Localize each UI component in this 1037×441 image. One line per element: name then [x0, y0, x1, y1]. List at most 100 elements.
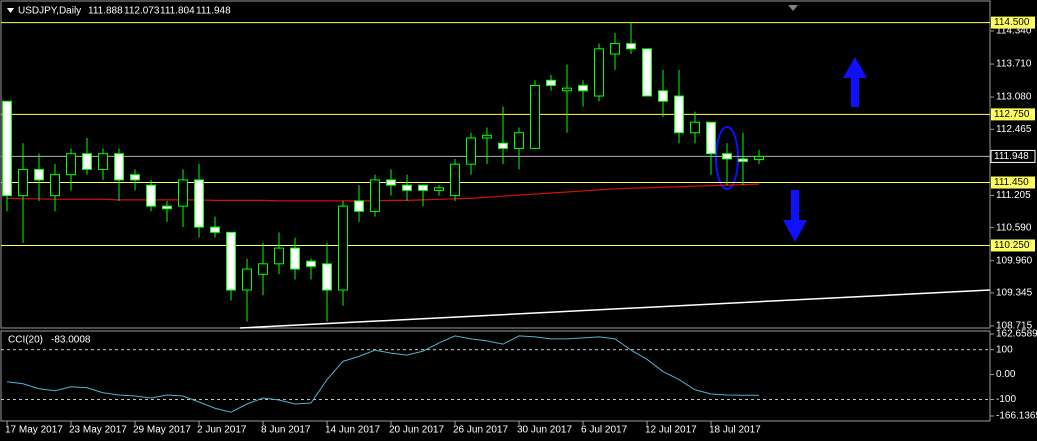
- candle-body: [210, 226, 220, 233]
- level-label-box: [991, 108, 1035, 121]
- candle-body: [66, 153, 76, 176]
- candle-body: [114, 153, 124, 181]
- highlight-ellipse: [715, 126, 739, 190]
- candle-body: [226, 231, 236, 291]
- cci-value: -83.0008: [51, 335, 91, 346]
- level-label: 112.750: [994, 109, 1030, 120]
- candle-body: [722, 153, 732, 160]
- candle-body: [354, 200, 364, 212]
- candle-body: [386, 179, 396, 186]
- x-tick-label: 17 May 2017: [5, 425, 63, 436]
- candle-body: [450, 163, 460, 197]
- candle-body: [706, 121, 716, 155]
- candle-body: [466, 137, 476, 165]
- candle-body: [754, 155, 764, 161]
- cci-line: [6, 335, 759, 413]
- header-open: 111.888: [88, 6, 123, 17]
- candle-body: [178, 179, 188, 207]
- candle-body: [690, 121, 700, 134]
- candle-body: [658, 90, 668, 102]
- candle-body: [146, 184, 156, 207]
- candle-body: [258, 263, 268, 275]
- current-price-label: 111.948: [994, 151, 1029, 162]
- cci-title: CCI(20): [8, 335, 43, 346]
- candle-body: [642, 48, 652, 97]
- candle-body: [514, 132, 524, 149]
- candle-body: [50, 174, 60, 197]
- candle-body: [34, 168, 44, 181]
- y-tick-label: 114.340: [996, 26, 1032, 37]
- candle-body: [674, 95, 684, 134]
- candle-body: [290, 247, 300, 270]
- candle-body: [562, 87, 572, 92]
- candle-body: [546, 79, 556, 87]
- candle-body: [162, 205, 172, 210]
- y-tick-label: 109.960: [996, 255, 1033, 266]
- candle-body: [626, 43, 636, 50]
- candle-body: [402, 184, 412, 191]
- candle-body: [594, 48, 604, 97]
- candle-body: [418, 184, 428, 191]
- y-tick-label: 113.710: [996, 59, 1032, 70]
- current-price-box: [990, 149, 1036, 163]
- y-tick-label: 108.715: [996, 321, 1033, 332]
- candle-body: [434, 187, 444, 191]
- x-tick-label: 23 May 2017: [69, 425, 127, 436]
- candle-body: [98, 153, 108, 170]
- candle-body: [194, 179, 204, 228]
- candle-body: [18, 168, 28, 197]
- y-tick-label: 113.080: [996, 92, 1032, 103]
- cci-y-tick-label: 0.00: [996, 369, 1016, 380]
- candle-body: [530, 85, 540, 149]
- x-tick-label: 2 Jun 2017: [197, 425, 247, 436]
- candle-body: [82, 153, 92, 170]
- x-tick-label: 14 Jun 2017: [325, 425, 380, 436]
- y-tick-label: 110.590: [996, 222, 1032, 233]
- candle-body: [578, 85, 588, 92]
- candle-body: [322, 263, 332, 291]
- level-label: 110.250: [994, 240, 1030, 251]
- x-tick-label: 12 Jul 2017: [645, 425, 697, 436]
- candle-body: [338, 205, 348, 291]
- candle-body: [482, 134, 492, 139]
- cci-panel-frame: [0, 330, 991, 422]
- cci-y-tick-label: -166.1365: [996, 411, 1037, 422]
- x-tick-label: 29 May 2017: [133, 425, 191, 436]
- trend-line: [239, 289, 991, 329]
- candle-body: [370, 179, 380, 212]
- moving-average: [6, 183, 760, 202]
- cci-y-tick-label: 100: [996, 344, 1013, 355]
- shift-marker: [788, 5, 798, 11]
- cci-y-tick-label: -100: [996, 394, 1016, 405]
- y-tick-label: 112.465: [996, 124, 1032, 135]
- header-low: 111.804: [160, 6, 195, 17]
- header-close: 111.948: [196, 6, 231, 17]
- candle-body: [498, 142, 508, 149]
- candle-body: [738, 158, 748, 163]
- main-panel-frame: [0, 0, 991, 329]
- x-tick-label: 6 Jul 2017: [581, 425, 628, 436]
- level-label: 114.500: [994, 17, 1030, 28]
- candle-body: [242, 268, 252, 291]
- candle-body: [306, 260, 316, 267]
- chart-title: USDJPY,Daily: [18, 6, 81, 17]
- x-tick-label: 8 Jun 2017: [261, 425, 311, 436]
- x-tick-label: 20 Jun 2017: [389, 425, 444, 436]
- candle-body: [610, 43, 620, 55]
- level-label: 111.450: [994, 177, 1029, 188]
- level-label-box: [991, 239, 1035, 252]
- y-tick-label: 111.205: [996, 190, 1031, 201]
- cci-y-tick-label: 162.6589: [996, 329, 1037, 340]
- candle-body: [2, 100, 12, 197]
- menu-triangle: [7, 8, 14, 13]
- candle-body: [274, 247, 284, 265]
- down-arrow: [783, 190, 807, 242]
- y-tick-label: 109.345: [996, 288, 1033, 299]
- x-tick-label: 30 Jun 2017: [517, 425, 572, 436]
- up-arrow: [843, 57, 867, 107]
- level-label-box: [991, 16, 1035, 29]
- x-tick-label: 26 Jun 2017: [453, 425, 508, 436]
- x-tick-label: 18 Jul 2017: [709, 425, 761, 436]
- header-high: 112.073: [124, 6, 160, 17]
